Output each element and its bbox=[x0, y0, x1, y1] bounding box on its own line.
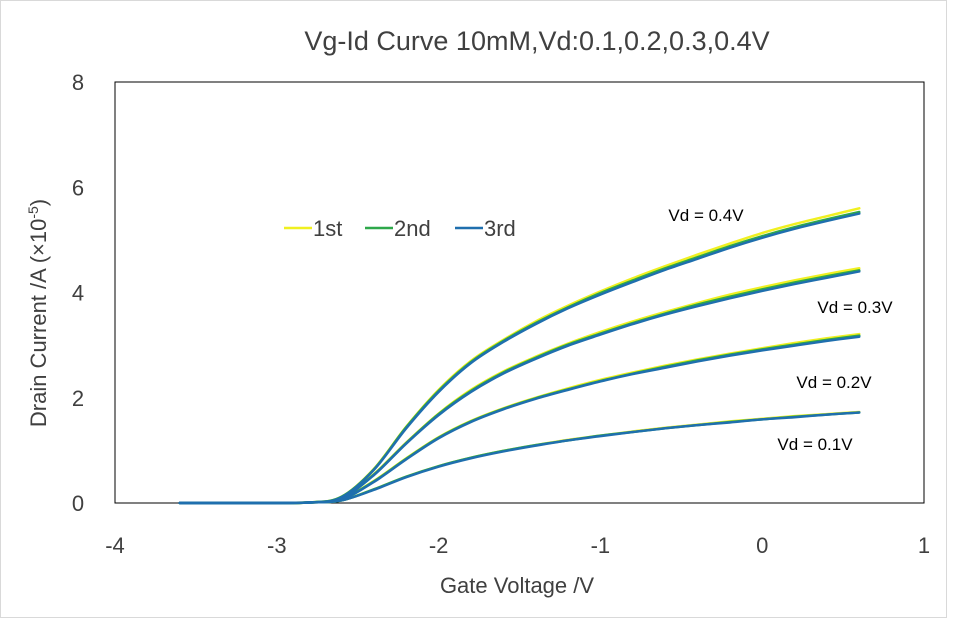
y-axis-ticks: 0 2 4 6 8 bbox=[72, 70, 84, 516]
plot-area bbox=[114, 81, 925, 504]
series-layer bbox=[178, 207, 861, 505]
series-line-3rd bbox=[178, 212, 861, 505]
vd-annotation: Vd = 0.1V bbox=[777, 435, 853, 454]
y-axis-label-main: Drain Current /A (×10 bbox=[26, 219, 51, 427]
y-tick-label: 4 bbox=[72, 281, 84, 306]
y-tick-label: 0 bbox=[72, 491, 84, 516]
legend: 1st 2nd 3rd bbox=[284, 216, 516, 241]
y-tick-label: 6 bbox=[72, 175, 84, 200]
series-line-2nd bbox=[178, 269, 861, 505]
x-tick-label: 0 bbox=[756, 533, 768, 558]
y-tick-label: 8 bbox=[72, 70, 84, 95]
legend-label: 3rd bbox=[484, 216, 516, 241]
series-line-1st bbox=[178, 410, 861, 505]
x-axis-ticks: -4 -3 -2 -1 0 1 bbox=[105, 533, 930, 558]
legend-label: 1st bbox=[313, 216, 342, 241]
series-line-2nd bbox=[178, 411, 861, 505]
series-line-3rd bbox=[178, 411, 861, 505]
y-axis-label: Drain Current /A (×10-5) bbox=[25, 199, 51, 427]
x-tick-label: -1 bbox=[591, 533, 611, 558]
series-line-1st bbox=[178, 267, 861, 505]
chart-title: Vg-Id Curve 10mM,Vd:0.1,0.2,0.3,0.4V bbox=[304, 26, 769, 56]
vd-annotation: Vd = 0.4V bbox=[668, 206, 744, 225]
y-axis-label-exponent: -5 bbox=[25, 206, 41, 219]
y-axis-label-close: ) bbox=[26, 199, 51, 206]
x-axis-label: Gate Voltage /V bbox=[440, 573, 594, 598]
series-line-1st bbox=[178, 207, 861, 505]
series-line-3rd bbox=[178, 270, 861, 505]
vd-annotation: Vd = 0.2V bbox=[796, 373, 872, 392]
legend-label: 2nd bbox=[394, 216, 431, 241]
vd-annotation: Vd = 0.3V bbox=[817, 298, 893, 317]
x-tick-label: 1 bbox=[918, 533, 930, 558]
series-line-2nd bbox=[178, 210, 861, 505]
annotation-layer: Vd = 0.4V Vd = 0.3V Vd = 0.2V Vd = 0.1V bbox=[668, 206, 893, 454]
x-tick-label: -3 bbox=[267, 533, 287, 558]
x-tick-label: -4 bbox=[105, 533, 125, 558]
x-tick-label: -2 bbox=[429, 533, 449, 558]
y-tick-label: 2 bbox=[72, 386, 84, 411]
